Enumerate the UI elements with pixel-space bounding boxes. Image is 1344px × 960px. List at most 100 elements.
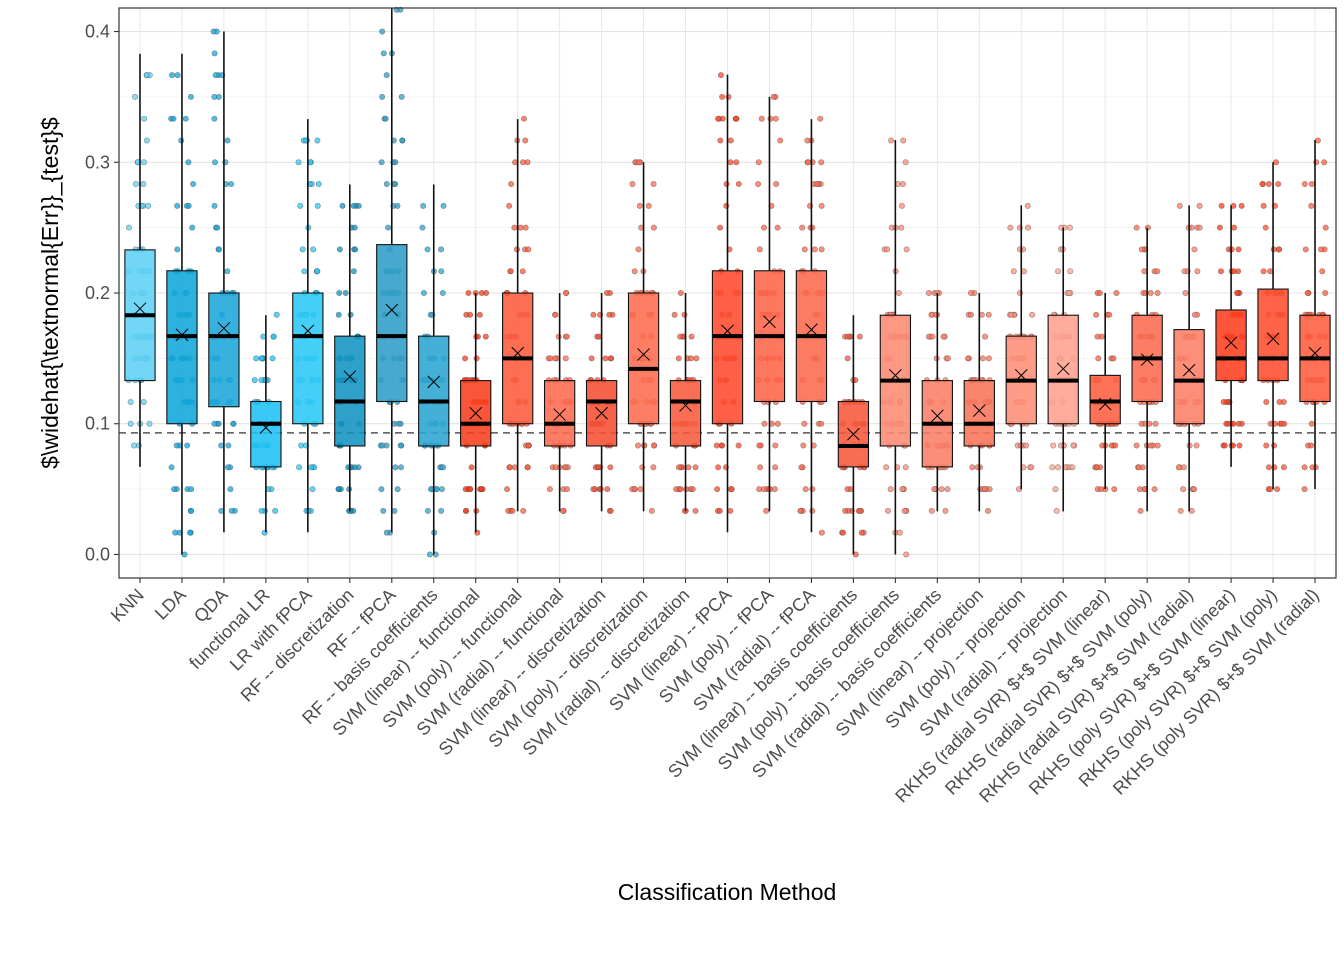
data-point <box>756 442 763 449</box>
data-point <box>269 355 276 362</box>
data-point <box>1260 268 1267 275</box>
data-point <box>140 181 147 188</box>
data-point <box>767 115 774 122</box>
data-point <box>420 289 427 296</box>
box-20 <box>963 293 995 512</box>
data-point <box>230 420 237 427</box>
data-point <box>174 202 181 209</box>
data-point <box>733 159 740 166</box>
data-point <box>1225 420 1232 427</box>
data-point <box>1308 420 1315 427</box>
data-point <box>339 202 346 209</box>
box-1 <box>166 53 198 555</box>
data-point <box>1301 464 1308 471</box>
data-point <box>715 464 722 471</box>
data-point <box>383 72 390 79</box>
data-point <box>253 355 260 362</box>
data-point <box>224 137 231 144</box>
data-point <box>132 93 139 100</box>
data-point <box>308 464 315 471</box>
x-tick-label: LDA <box>151 585 190 624</box>
data-point <box>562 289 569 296</box>
data-point <box>228 507 235 514</box>
data-point <box>1133 442 1140 449</box>
data-point <box>858 529 865 536</box>
data-point <box>555 333 562 340</box>
data-point <box>899 486 906 493</box>
data-point <box>211 115 218 122</box>
data-point <box>761 420 768 427</box>
data-point <box>171 486 178 493</box>
data-point <box>1278 420 1285 427</box>
data-point <box>801 246 808 253</box>
data-point <box>604 486 611 493</box>
data-point <box>1194 268 1201 275</box>
data-point <box>677 289 684 296</box>
box-iqr <box>376 244 408 403</box>
data-point <box>1096 289 1103 296</box>
data-point <box>1049 464 1056 471</box>
box-22 <box>1047 227 1079 512</box>
mean-marker <box>427 375 441 389</box>
data-point <box>772 442 779 449</box>
data-point <box>1280 398 1287 405</box>
data-point <box>382 115 389 122</box>
data-point <box>272 507 279 514</box>
box-10 <box>543 293 576 512</box>
data-point <box>438 246 445 253</box>
data-point <box>519 268 526 275</box>
data-point <box>689 486 696 493</box>
data-point <box>350 268 357 275</box>
data-point <box>397 464 404 471</box>
box-12 <box>627 162 660 512</box>
data-point <box>426 551 433 558</box>
box-0 <box>124 53 156 467</box>
data-point <box>184 442 191 449</box>
data-point <box>1023 442 1030 449</box>
box-iqr <box>250 400 282 468</box>
data-point <box>928 507 935 514</box>
box-iqr <box>963 380 995 447</box>
box-19 <box>921 293 953 512</box>
data-point <box>383 529 390 536</box>
data-point <box>1263 442 1270 449</box>
data-point <box>1138 420 1145 427</box>
data-point <box>419 224 426 231</box>
data-point <box>478 289 485 296</box>
data-point <box>631 268 638 275</box>
data-point <box>511 224 518 231</box>
data-point <box>1136 486 1143 493</box>
data-point <box>771 486 778 493</box>
box-16 <box>795 119 828 533</box>
data-point <box>1262 224 1269 231</box>
data-point <box>298 442 305 449</box>
data-point <box>1111 486 1118 493</box>
data-point <box>1069 464 1076 471</box>
data-point <box>1308 202 1315 209</box>
data-point <box>733 115 740 122</box>
box-6 <box>376 8 408 533</box>
data-point <box>355 202 362 209</box>
data-point <box>650 464 657 471</box>
data-point <box>352 246 359 253</box>
data-point <box>635 159 642 166</box>
data-point <box>301 268 308 275</box>
data-point <box>634 442 641 449</box>
box-iqr <box>1173 329 1205 425</box>
data-point <box>439 289 446 296</box>
mean-marker <box>1014 369 1028 382</box>
data-point <box>127 420 134 427</box>
box-8 <box>460 293 492 533</box>
box-iqr <box>543 380 576 447</box>
data-point <box>902 464 909 471</box>
data-point <box>637 486 644 493</box>
data-point <box>189 224 196 231</box>
data-point <box>818 529 825 536</box>
mean-marker <box>133 302 147 316</box>
mean-marker <box>511 346 525 360</box>
data-point <box>190 181 197 188</box>
data-point <box>224 268 231 275</box>
mean-marker <box>217 321 231 335</box>
data-point <box>693 355 700 362</box>
